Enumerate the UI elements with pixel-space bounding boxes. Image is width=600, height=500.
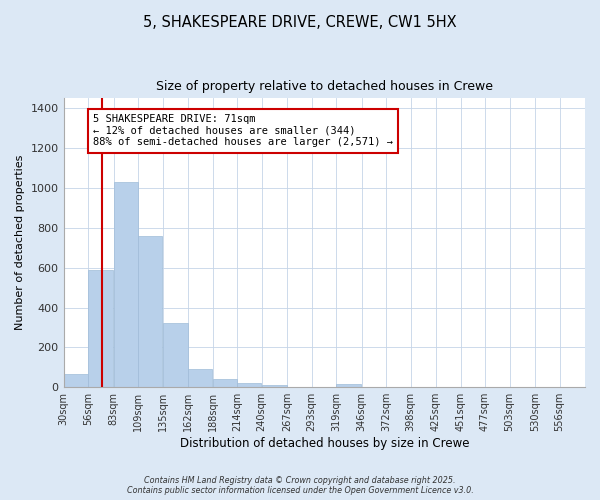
Bar bbox=[113, 182, 138, 387]
Bar bbox=[212, 379, 237, 387]
Bar bbox=[262, 385, 287, 387]
X-axis label: Distribution of detached houses by size in Crewe: Distribution of detached houses by size … bbox=[179, 437, 469, 450]
Text: 5 SHAKESPEARE DRIVE: 71sqm
← 12% of detached houses are smaller (344)
88% of sem: 5 SHAKESPEARE DRIVE: 71sqm ← 12% of deta… bbox=[93, 114, 393, 148]
Bar bbox=[138, 236, 163, 387]
Text: Contains HM Land Registry data © Crown copyright and database right 2025.
Contai: Contains HM Land Registry data © Crown c… bbox=[127, 476, 473, 495]
Bar bbox=[163, 324, 188, 387]
Bar bbox=[64, 374, 88, 387]
Text: 5, SHAKESPEARE DRIVE, CREWE, CW1 5HX: 5, SHAKESPEARE DRIVE, CREWE, CW1 5HX bbox=[143, 15, 457, 30]
Bar bbox=[237, 383, 262, 387]
Title: Size of property relative to detached houses in Crewe: Size of property relative to detached ho… bbox=[156, 80, 493, 93]
Bar bbox=[88, 270, 113, 387]
Bar bbox=[188, 370, 212, 387]
Bar bbox=[336, 384, 361, 387]
Y-axis label: Number of detached properties: Number of detached properties bbox=[15, 155, 25, 330]
